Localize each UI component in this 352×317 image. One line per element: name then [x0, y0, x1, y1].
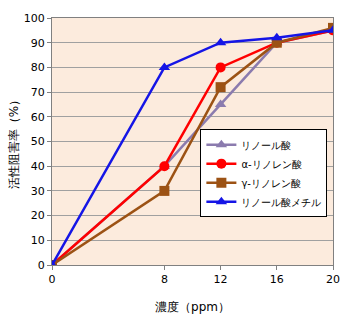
svg-text:12: 12: [214, 273, 228, 286]
svg-text:30: 30: [31, 185, 45, 198]
svg-text:10: 10: [31, 234, 45, 247]
svg-text:リノール酸メチル: リノール酸メチル: [241, 197, 321, 208]
svg-text:50: 50: [31, 135, 45, 148]
svg-text:α-リノレン酸: α-リノレン酸: [241, 159, 301, 170]
svg-text:16: 16: [270, 273, 284, 286]
svg-text:40: 40: [31, 160, 45, 173]
svg-text:0: 0: [49, 273, 56, 286]
svg-text:100: 100: [24, 12, 45, 25]
svg-text:70: 70: [31, 86, 45, 99]
svg-text:80: 80: [31, 61, 45, 74]
svg-text:8: 8: [161, 273, 168, 286]
svg-text:20: 20: [326, 273, 340, 286]
svg-text:濃度（ppm）: 濃度（ppm）: [155, 300, 230, 314]
svg-text:20: 20: [31, 209, 45, 222]
svg-text:90: 90: [31, 37, 45, 50]
svg-text:60: 60: [31, 111, 45, 124]
svg-text:0: 0: [38, 259, 45, 272]
svg-text:γ-リノレン酸: γ-リノレン酸: [241, 178, 301, 189]
svg-text:リノール酸: リノール酸: [241, 140, 291, 151]
svg-text:活性阻害率（%）: 活性阻害率（%）: [7, 94, 21, 189]
